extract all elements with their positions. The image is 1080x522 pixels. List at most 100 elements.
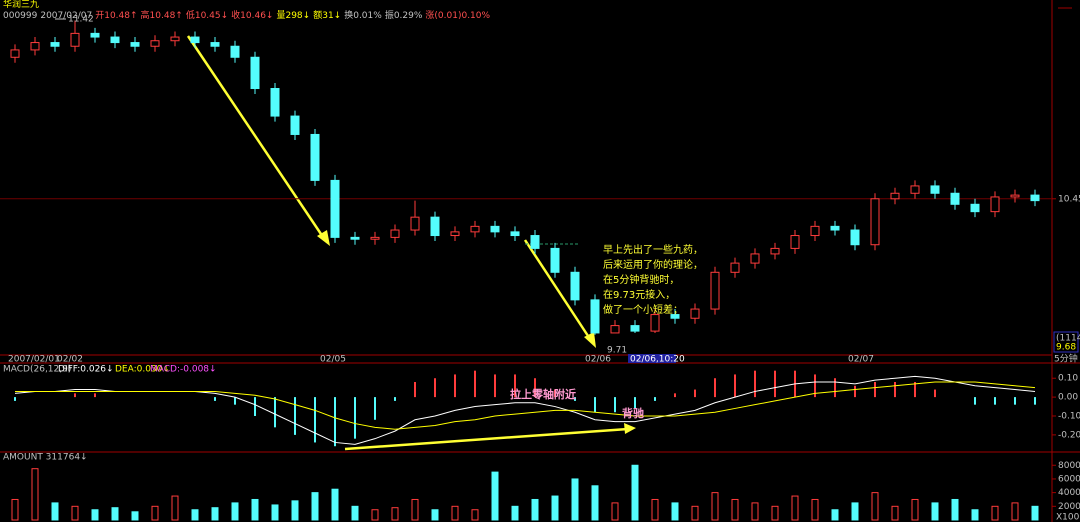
volume-bar [431,509,439,521]
candle-body [90,32,100,38]
candle-body [690,308,700,319]
note-line: 做了一个小短差； [603,303,683,316]
candle-body [70,32,80,47]
volume-bar [251,498,259,521]
candle-body [430,216,440,237]
candle-body [610,325,620,334]
annotation: 9.71 [607,346,627,356]
candle-body [890,192,900,200]
y-tick-label: -0.10 [1058,412,1080,422]
volume-bar [851,502,859,521]
candle-body [490,225,500,233]
x-label: 02/06 [585,355,611,365]
y-tick-label: 80000 [1058,461,1080,471]
candle-body [990,196,1000,213]
volume-title: AMOUNT 311764↓ [3,453,88,463]
volume-bar [471,509,479,521]
macd-line [15,381,1036,430]
candle-body [970,203,980,213]
volume-bar [631,464,639,521]
volume-bar [731,498,739,521]
note-line: 后来运用了你的理论， [603,258,703,271]
candle-body [930,185,940,194]
volume-bar [791,495,799,521]
volume-bar [831,509,839,521]
macd-title: DEA:0.030↓ [115,365,170,375]
y-tick-label: 40000 [1058,488,1080,498]
info-item: 000999 [3,11,38,21]
candle-body [410,216,420,231]
volume-bar [871,492,879,521]
info-item: 量298↓ [276,11,311,21]
stock-name: 华润三九 [3,0,40,10]
candle-body [390,229,400,238]
candle-body [650,314,660,332]
candle-body [570,271,580,301]
volume-bar [691,505,699,521]
candle-body [510,231,520,237]
volume-bar [371,509,379,521]
volume-bar [951,498,959,521]
candle-body [170,36,180,42]
volume-bar [231,502,239,521]
volume-bar [291,500,299,521]
volume-bar [1031,505,1039,521]
candle-body [810,225,820,237]
candle-body [190,36,200,44]
info-line: 000999 2007/02/07 开10.48↑ 高10.48↑ 低10.45↓ 收10… [3,11,493,22]
candle-body [470,225,480,233]
volume-bar [591,485,599,521]
volume-bar [131,511,139,521]
period-label: 5分钟 [1054,353,1078,365]
candle-body [910,185,920,194]
volume-bar [91,509,99,521]
volume-bar [811,498,819,521]
volume-bar [551,495,559,521]
info-item: 振0.29% [384,11,423,21]
candle-body [310,133,320,181]
candle-body [830,225,840,231]
volume-bar [271,504,279,521]
x-label: 02/07 [848,355,874,365]
volume-bar [891,505,899,521]
candle-body [550,247,560,273]
candle-body [270,88,280,117]
candle-body [330,179,340,238]
candle-body [850,229,860,246]
x-label: 02/05 [320,355,346,365]
info-item: 额31↓ [313,11,342,21]
header: 华润三九 000999 2007/02/07 开10.48↑ 高10.48↑ 低10.4… [3,0,493,22]
volume-bar [151,505,159,521]
volume-bar [751,502,759,521]
arrow [344,427,629,451]
volume-bar [531,498,539,521]
macd-title: MACD:-0.008↓ [150,365,217,375]
volume-bar [671,502,679,521]
y-tick-label: 0.00 [1058,393,1078,403]
note-line: 在9.73元接入， [603,288,675,301]
info-item: 收10.46↓ [231,11,274,21]
volume-bar [171,495,179,521]
volume-bar [351,505,359,521]
candle-body [670,314,680,319]
volume-bar [51,502,59,521]
info-item: 开10.48↑ [95,11,138,21]
candle-body [750,253,760,264]
candle-body [630,325,640,332]
arrow [186,35,327,241]
candle-body [710,271,720,310]
volume-bar [311,492,319,521]
annotation: 背驰 [622,406,644,420]
volume-bar [411,498,419,521]
volume-bar [971,509,979,521]
candle-body [770,247,780,255]
x-label: 2007/02/01 [8,355,60,365]
volume-bar [1011,502,1019,521]
info-item: 高10.48↑ [140,11,183,21]
macd-title: MACD(26,12,9) [3,365,71,375]
candle-body [150,40,160,47]
arrowhead [317,230,330,246]
side-box-label: 9.68 [1056,343,1076,353]
info-item: 涨(0.01)0.10% [425,11,491,21]
